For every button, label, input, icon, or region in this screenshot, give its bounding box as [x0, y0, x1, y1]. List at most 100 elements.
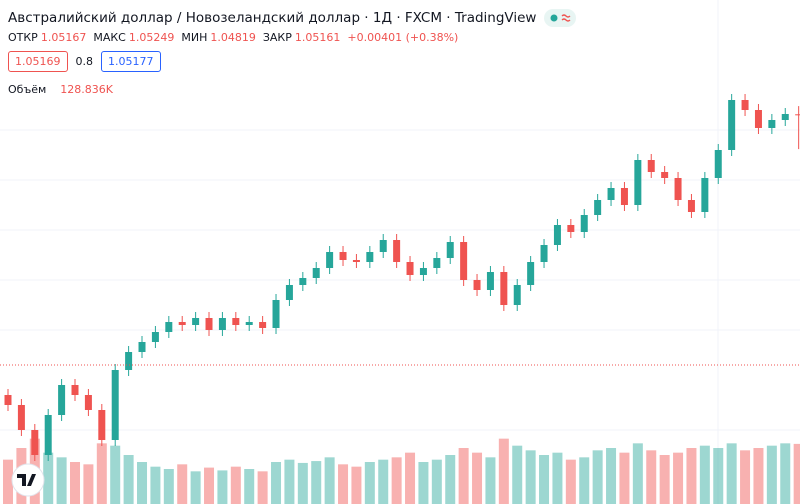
volume-bar — [686, 448, 697, 504]
candle-body — [540, 245, 548, 262]
volume-bar — [753, 448, 764, 504]
volume-bar — [699, 445, 710, 504]
candle-body — [661, 172, 669, 178]
volume-bar — [284, 459, 295, 504]
sell-button[interactable]: 1.05169 — [8, 51, 68, 72]
candle-body — [594, 200, 602, 215]
symbol-title: Австралийский доллар / Новозеландский до… — [8, 10, 537, 26]
candle-body — [125, 352, 133, 370]
volume-bar — [458, 448, 469, 504]
candle-body — [366, 252, 374, 262]
volume-bar — [137, 462, 148, 504]
volume-bar — [311, 461, 322, 504]
volume-bar — [271, 462, 282, 504]
candle-body — [500, 272, 508, 305]
volume-bar — [244, 469, 255, 504]
volume-bar — [351, 466, 362, 504]
volume-bar — [713, 448, 724, 504]
candle-body — [178, 322, 186, 325]
volume-bar — [793, 443, 800, 504]
candle-body — [567, 225, 575, 232]
volume-value: 128.836K — [60, 83, 113, 96]
volume-bar — [646, 450, 657, 504]
candle-body — [728, 100, 736, 150]
candle-body — [58, 385, 66, 415]
candle-body — [4, 395, 12, 405]
status-badge — [544, 9, 577, 27]
volume-bar — [324, 457, 335, 504]
candle-body — [781, 114, 789, 120]
candle-body — [406, 262, 414, 275]
volume-bar — [338, 464, 349, 504]
candle-body — [192, 318, 200, 325]
candle-body — [446, 242, 454, 258]
candle-body — [701, 178, 709, 212]
candle-body — [138, 342, 146, 352]
candle-body — [607, 188, 615, 200]
volume-bar — [485, 457, 496, 504]
candle-body — [312, 268, 320, 278]
volume-bar — [552, 452, 563, 504]
volume-bar — [539, 455, 550, 504]
candle-body — [714, 150, 722, 178]
candle-body — [473, 280, 481, 290]
candle-body — [299, 278, 307, 285]
candle-body — [433, 258, 441, 268]
candle-body — [31, 430, 39, 455]
volume-bar — [110, 445, 121, 504]
tv-logo — [11, 463, 45, 497]
volume-bar — [217, 470, 228, 504]
candle-body — [486, 272, 494, 290]
volume-legend: Объём 128.836K — [8, 83, 576, 96]
candle-body — [17, 405, 25, 430]
candle-body — [460, 242, 468, 280]
volume-bar — [726, 443, 737, 504]
volume-bar — [445, 455, 456, 504]
volume-bar — [83, 464, 94, 504]
candle-body — [84, 395, 92, 410]
legend: Австралийский доллар / Новозеландский до… — [8, 8, 577, 96]
candle-body — [620, 188, 628, 205]
volume-bar — [96, 443, 107, 504]
ohlc-value: 1.05167 — [40, 31, 87, 44]
volume-bar — [512, 445, 523, 504]
candle-body — [634, 160, 642, 205]
ohlc-label: ЗАКР — [262, 31, 292, 44]
volume-bar — [177, 464, 188, 504]
ohlc-label: ОТКР — [8, 31, 38, 44]
candle-body — [245, 322, 253, 325]
volume-bar — [472, 452, 483, 504]
volume-bar — [230, 466, 241, 504]
candle-layer — [4, 94, 800, 461]
candle-body — [352, 260, 360, 262]
ohlc-label: МИН — [181, 31, 208, 44]
candle-body — [272, 300, 280, 328]
candle-body — [205, 318, 213, 330]
candle-body — [513, 285, 521, 305]
candle-body — [285, 285, 293, 300]
candle-body — [232, 318, 240, 325]
volume-bar — [766, 445, 777, 504]
candle-body — [419, 268, 427, 275]
volume-bar — [391, 457, 402, 504]
volume-bar — [56, 457, 67, 504]
volume-name: Объём — [8, 83, 47, 96]
buy-button[interactable]: 1.05177 — [101, 51, 161, 72]
volume-bar — [190, 471, 201, 504]
volume-bar — [70, 462, 81, 504]
candle-body — [151, 332, 159, 342]
volume-bar — [565, 459, 576, 504]
volume-bar — [257, 471, 268, 504]
candle-body — [527, 262, 535, 285]
candle-body — [165, 322, 173, 332]
volume-bar — [418, 462, 429, 504]
candle-body — [795, 114, 800, 116]
volume-bar — [579, 457, 590, 504]
volume-bar — [150, 466, 161, 504]
candle-body — [71, 385, 79, 395]
volume-bar — [780, 443, 791, 504]
trade-row: 1.05169 0.8 1.05177 — [8, 51, 576, 72]
